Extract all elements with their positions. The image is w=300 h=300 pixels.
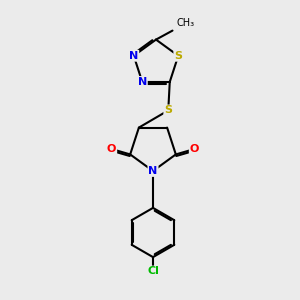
Text: N: N (129, 51, 138, 61)
Text: CH₃: CH₃ (176, 18, 194, 28)
Text: S: S (174, 51, 182, 61)
Text: Cl: Cl (147, 266, 159, 277)
Text: O: O (107, 144, 116, 154)
Text: N: N (148, 166, 158, 176)
Text: O: O (190, 144, 199, 154)
Text: N: N (138, 77, 147, 87)
Text: S: S (164, 105, 172, 116)
